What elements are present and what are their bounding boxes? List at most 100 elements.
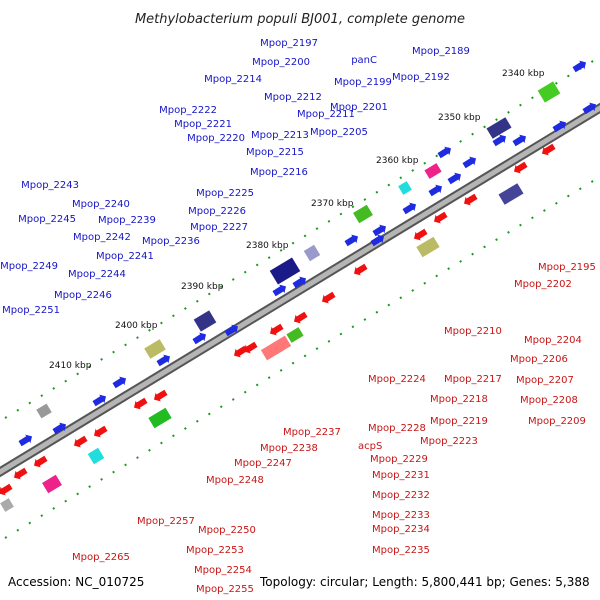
reverse-gene-label: Mpop_2223: [420, 436, 478, 447]
reverse-gene-label: Mpop_2224: [368, 374, 426, 385]
forward-gene-label: Mpop_2242: [73, 232, 131, 243]
scale-ticks: 2340 kbp 2350 kbp 2360 kbp 2370 kbp 2380…: [49, 69, 545, 371]
reverse-gene-label: acpS: [358, 441, 382, 452]
reverse-gene-label: Mpop_2202: [514, 279, 572, 290]
reverse-gene-label: Mpop_2218: [430, 394, 488, 405]
forward-gene-label: Mpop_2199: [334, 77, 392, 88]
reverse-gene-label: Mpop_2210: [444, 326, 502, 337]
forward-gene-arrow: [52, 422, 66, 435]
forward-gene-label: Mpop_2245: [18, 214, 76, 225]
reverse-gene-label: Mpop_2228: [368, 423, 426, 434]
reverse-gene-track: [0, 143, 556, 496]
reverse-gene-label: Mpop_2206: [510, 354, 568, 365]
forward-gene-label: Mpop_2240: [72, 199, 130, 210]
reverse-gene-arrow: [414, 228, 428, 241]
forward-gene-arrow: [462, 156, 476, 169]
forward-gene-arrow: [370, 234, 384, 247]
reverse-gene-label: Mpop_2238: [260, 443, 318, 454]
reverse-gene-label: Mpop_2254: [194, 565, 252, 576]
forward-gene-label: Mpop_2227: [190, 222, 248, 233]
scale-tick: 2410 kbp: [49, 361, 92, 371]
forward-gene-label: Mpop_2214: [204, 74, 262, 85]
reverse-gene-label: Mpop_2237: [283, 427, 341, 438]
reverse-gene-label: Mpop_2233: [372, 510, 430, 521]
reverse-gene-label: Mpop_2231: [372, 470, 430, 481]
reverse-gene-arrow: [234, 345, 248, 358]
reverse-gene-arrow: [354, 263, 368, 276]
reverse-labels: Mpop_2195 Mpop_2202 Mpop_2210 Mpop_2204 Mpop…: [72, 262, 596, 595]
forward-gene-label: Mpop_2205: [310, 127, 368, 138]
forward-gene-label: Mpop_2197: [260, 38, 318, 49]
scale-tick: 2400 kbp: [115, 321, 158, 331]
forward-gene-arrow: [92, 394, 106, 407]
reverse-gene-label: Mpop_2257: [137, 516, 195, 527]
scale-tick: 2380 kbp: [246, 241, 289, 251]
reverse-gene-label: Mpop_2209: [528, 416, 586, 427]
scale-tick: 2350 kbp: [438, 113, 481, 123]
forward-gene-arrow: [552, 120, 566, 133]
forward-gene-arrow: [224, 324, 238, 337]
forward-gene-label: Mpop_2226: [188, 206, 246, 217]
forward-gene-label: Mpop_2241: [96, 251, 154, 262]
reverse-gene-arrow: [154, 389, 168, 402]
forward-gene-arrow: [582, 102, 596, 115]
reverse-gene-label: Mpop_2247: [234, 458, 292, 469]
forward-gene-label: Mpop_2192: [392, 72, 450, 83]
forward-gene-arrow: [156, 354, 170, 367]
reverse-gene-arrow: [542, 143, 556, 156]
forward-gene-arrow: [192, 332, 206, 345]
scale-tick: 2340 kbp: [502, 69, 545, 79]
reverse-gene-label: Mpop_2229: [370, 454, 428, 465]
forward-gene-label: Mpop_2246: [54, 290, 112, 301]
forward-gene-label: Mpop_2189: [412, 46, 470, 57]
reverse-gene-label: Mpop_2219: [430, 416, 488, 427]
forward-gene-label: Mpop_2243: [21, 180, 79, 191]
reverse-gene-arrow: [294, 311, 308, 324]
feature-blocks: [0, 81, 561, 512]
forward-gene-label: Mpop_2249: [0, 261, 58, 272]
reverse-gene-label: Mpop_2232: [372, 490, 430, 501]
forward-gene-label: Mpop_2216: [250, 167, 308, 178]
reverse-gene-label: Mpop_2255: [196, 584, 254, 595]
forward-gene-arrow: [344, 234, 358, 247]
reverse-gene-label: Mpop_2217: [444, 374, 502, 385]
scale-tick: 2370 kbp: [311, 199, 354, 209]
forward-gene-label: Mpop_2244: [68, 269, 126, 280]
reverse-gene-arrow: [0, 483, 13, 496]
forward-gene-label: Mpop_2212: [264, 92, 322, 103]
forward-gene-label: Mpop_2239: [98, 215, 156, 226]
reverse-gene-label: Mpop_2265: [72, 552, 130, 563]
reverse-gene-label: Mpop_2208: [520, 395, 578, 406]
forward-gene-arrow: [292, 276, 306, 289]
forward-labels: Mpop_2197 panC Mpop_2189 Mpop_2200 Mpop_2199…: [0, 38, 470, 316]
forward-gene-arrow: [512, 134, 526, 147]
reverse-gene-arrow: [464, 193, 478, 206]
reverse-gene-arrow: [322, 291, 336, 304]
forward-gene-arrow: [437, 146, 451, 159]
forward-gene-arrow: [112, 376, 126, 389]
forward-gene-label: Mpop_2213: [251, 130, 309, 141]
forward-gene-label: Mpop_2236: [142, 236, 200, 247]
reverse-gene-arrow: [74, 435, 88, 448]
scale-tick: 2390 kbp: [181, 282, 224, 292]
reverse-gene-arrow: [244, 341, 258, 354]
forward-gene-label: Mpop_2211: [297, 109, 355, 120]
forward-gene-label: panC: [351, 55, 377, 66]
accession-text: Accession: NC_010725: [8, 575, 144, 589]
reverse-gene-arrow: [134, 397, 148, 410]
reverse-gene-label: Mpop_2248: [206, 475, 264, 486]
forward-gene-arrow: [447, 172, 461, 185]
forward-gene-label: Mpop_2200: [252, 57, 310, 68]
forward-gene-label: Mpop_2215: [246, 147, 304, 158]
reverse-gene-arrow: [14, 467, 28, 480]
summary-text: Topology: circular; Length: 5,800,441 bp…: [259, 575, 590, 589]
reverse-gene-label: Mpop_2204: [524, 335, 582, 346]
map-title: Methylobacterium populi BJ001, complete …: [135, 12, 465, 27]
reverse-gene-label: Mpop_2253: [186, 545, 244, 556]
forward-gene-label: Mpop_2251: [2, 305, 60, 316]
forward-gene-arrow: [492, 134, 506, 147]
reverse-gene-arrow: [270, 323, 284, 336]
forward-gene-label: Mpop_2221: [174, 119, 232, 130]
